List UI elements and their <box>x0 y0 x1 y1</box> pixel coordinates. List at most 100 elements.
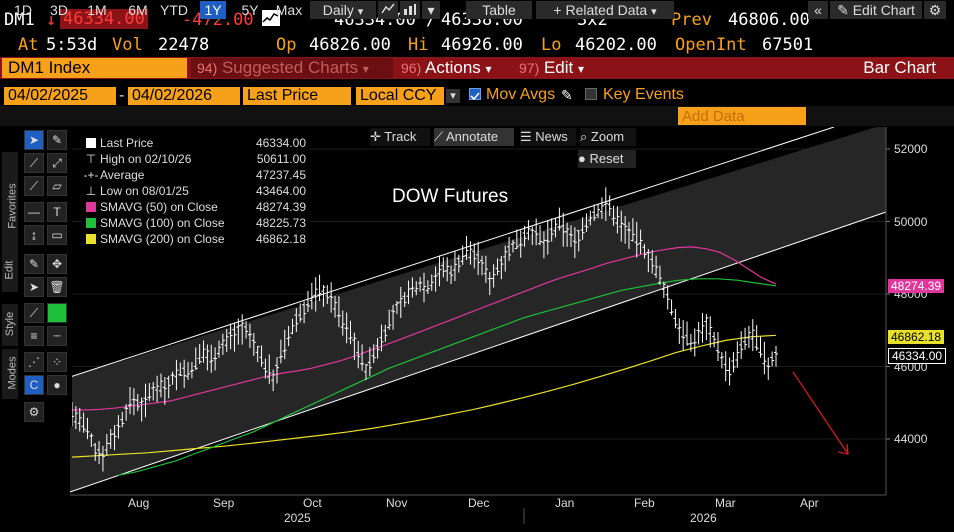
news-button[interactable]: ☰ News <box>520 128 576 146</box>
ohlc-bar <box>271 369 276 392</box>
ohlc-bar <box>472 243 477 269</box>
ohlc-bar <box>715 331 720 362</box>
text-tool-icon[interactable]: T <box>47 202 67 222</box>
related-data-button[interactable]: + Related Data ▾ <box>536 1 674 19</box>
collapse-left-icon[interactable]: « <box>808 1 828 19</box>
rectangle-tool-icon[interactable]: ▭ <box>47 225 67 245</box>
ohlc-bar <box>592 204 597 222</box>
data-point-mode-icon[interactable]: ⁘ <box>47 352 67 372</box>
ticker-symbol[interactable]: DM1 <box>4 10 35 30</box>
line-pencil-tool-icon[interactable]: ✎ <box>47 130 67 150</box>
ohlc-bar <box>394 300 399 314</box>
ohlc-bar <box>251 332 256 356</box>
sparkline-icon[interactable] <box>262 10 280 26</box>
legend-label: Last Price <box>100 136 154 150</box>
select-tool-icon[interactable]: ➤ <box>24 277 44 297</box>
ohlc-bar <box>708 316 713 348</box>
end-date-field[interactable]: 04/02/2026 <box>128 87 240 105</box>
ohlc-bar <box>414 281 419 296</box>
suggested-charts-menu[interactable]: 94) Suggested Charts ▾ <box>191 58 393 78</box>
open-interest-label: OpenInt <box>675 35 747 55</box>
price-field-select[interactable]: Last Price <box>243 87 351 105</box>
ohlc-bar <box>541 231 546 259</box>
ohlc-bar <box>553 218 558 238</box>
style-tab[interactable]: Style <box>2 304 18 346</box>
mov-avgs-label[interactable]: Mov Avgs <box>486 86 556 103</box>
line-chart-icon[interactable] <box>378 1 398 19</box>
pointer-tool-icon[interactable]: ➤ <box>24 130 44 150</box>
dropdown-icon: ▾ <box>485 62 492 76</box>
line-pattern-icon[interactable]: ┄ <box>47 326 67 346</box>
ohlc-bar <box>410 277 415 298</box>
edit-tab[interactable]: Edit <box>2 252 18 292</box>
period-toolbar <box>0 106 954 126</box>
line-weight-icon[interactable]: ≡ <box>24 326 44 346</box>
line-style-icon[interactable]: ⟋ <box>24 303 44 323</box>
add-data-input[interactable]: Add Data <box>678 107 806 125</box>
trend-line-tool-icon[interactable]: ⟋ <box>24 153 44 173</box>
ohlc-bar <box>77 407 82 432</box>
legend-label: Average <box>100 168 145 182</box>
date-range-row: 04/02/2025 - 04/02/2026 Last Price Local… <box>0 85 954 105</box>
ohlc-bar <box>275 357 280 384</box>
pen-tool-icon[interactable]: ✎ <box>24 254 44 274</box>
vol-value: 22478 <box>158 35 210 55</box>
edit-menu[interactable]: 97) Edit ▾ <box>513 58 595 78</box>
track-button[interactable]: ✛ Track <box>370 128 430 146</box>
horizontal-line-tool-icon[interactable]: — <box>24 202 44 222</box>
period-button-6m[interactable]: 6M <box>128 2 148 18</box>
actions-menu[interactable]: 96) Actions ▾ <box>395 58 511 78</box>
toolbar-settings-icon[interactable]: ⚙ <box>24 402 44 422</box>
ohlc-bar <box>530 226 535 245</box>
extended-line-tool-icon[interactable]: ⟋ <box>24 176 44 196</box>
key-events-label[interactable]: Key Events <box>603 86 684 103</box>
ohlc-bar <box>402 291 407 307</box>
ohlc-bar <box>367 347 372 377</box>
channel-tool-icon[interactable]: ▱ <box>47 176 67 196</box>
favorites-tab[interactable]: Favorites <box>2 152 19 264</box>
palette-mode-icon[interactable]: ● <box>47 375 67 395</box>
edit-chart-button[interactable]: ✎ Edit Chart <box>830 1 922 19</box>
settings-gear-icon[interactable]: ⚙ <box>924 1 946 19</box>
magnet-mode-icon[interactable]: C <box>24 375 44 395</box>
key-events-checkbox[interactable] <box>585 88 597 100</box>
ohlc-bar <box>213 347 218 371</box>
start-date-field[interactable]: 04/02/2025 <box>4 87 116 105</box>
ohlc-bar <box>73 406 78 430</box>
currency-dropdown-icon[interactable]: ▾ <box>446 89 460 103</box>
zoom-button[interactable]: ⌕ Zoom <box>580 128 636 146</box>
move-tool-icon[interactable]: ✥ <box>47 254 67 274</box>
pencil-icon[interactable]: ✎ <box>561 87 573 103</box>
ohlc-bar <box>425 280 430 295</box>
ohlc-bar <box>723 351 728 382</box>
security-field[interactable]: DM1 Index <box>2 58 187 78</box>
period-button-1d[interactable]: 1D <box>14 2 32 18</box>
table-button[interactable]: Table <box>466 1 532 19</box>
currency-select[interactable]: Local CCY <box>356 87 444 105</box>
period-button-1m[interactable]: 1M <box>87 2 107 18</box>
modes-tab[interactable]: Modes <box>2 349 19 399</box>
news-icon: ☰ <box>520 129 532 144</box>
ohlc-bar <box>483 255 488 283</box>
color-picker-icon[interactable] <box>47 303 67 323</box>
frequency-select[interactable]: Daily ▾ <box>310 1 376 19</box>
bar-chart-icon[interactable] <box>400 1 420 19</box>
reset-button[interactable]: ● Reset <box>578 150 636 168</box>
annotate-button[interactable]: ⟋ Annotate <box>434 128 514 146</box>
period-button-max[interactable]: Max <box>275 2 303 18</box>
ray-tool-icon[interactable]: ⤢ <box>47 153 67 173</box>
price-marker-tool-icon[interactable]: ↨ <box>24 225 44 245</box>
crosshair-mode-icon[interactable]: ⋰ <box>24 352 44 372</box>
mov-avgs-checkbox[interactable] <box>469 88 481 101</box>
ohlc-bar <box>673 308 678 329</box>
y-tick-label: 52000 <box>894 142 928 156</box>
ohlc-bar <box>638 229 643 255</box>
period-button-ytd[interactable]: YTD <box>160 2 188 18</box>
chart-options-icon[interactable]: ▾ <box>422 1 440 19</box>
last-price: 46334.00 <box>60 9 148 29</box>
period-button-1y[interactable]: 1Y <box>200 1 226 19</box>
period-button-5y[interactable]: 5Y <box>241 2 259 18</box>
period-button-3d[interactable]: 3D <box>50 2 68 18</box>
delete-tool-icon[interactable]: 🗑 <box>47 277 67 297</box>
channel-upper-line <box>69 127 835 378</box>
